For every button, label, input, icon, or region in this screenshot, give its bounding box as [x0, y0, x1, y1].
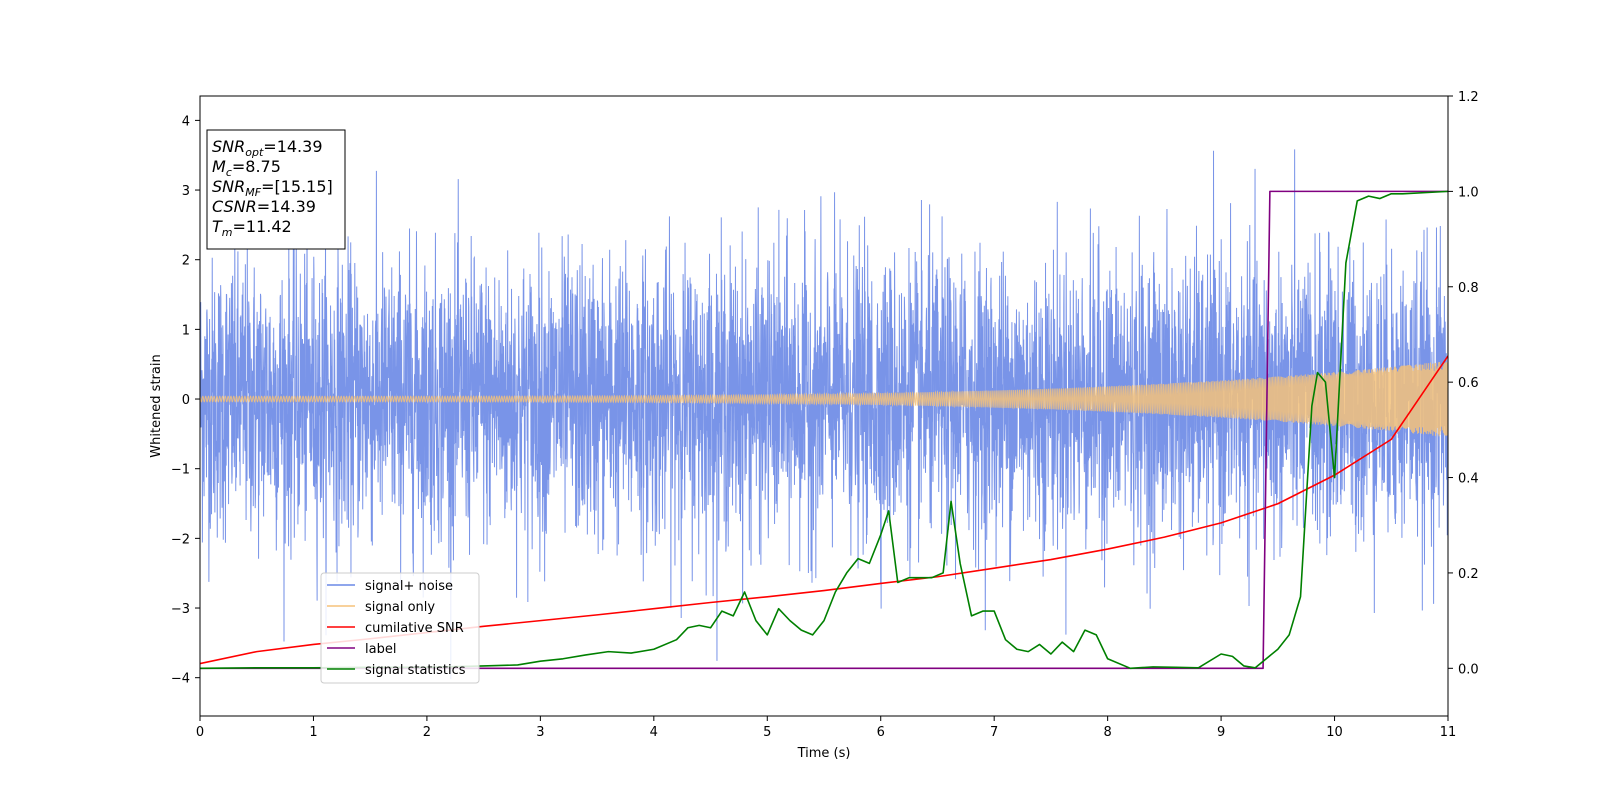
x-tick-label: 7 — [990, 725, 998, 740]
series-label — [200, 190, 1448, 670]
y-tick-label: 2 — [182, 254, 190, 269]
x-axis-label: Time (s) — [797, 746, 851, 761]
info-box-frame — [206, 129, 346, 250]
legend-label: signal+ noise — [365, 579, 453, 594]
plot-frame — [199, 95, 1449, 717]
x-tick-label: 11 — [1440, 725, 1457, 740]
legend-label: signal only — [365, 600, 435, 615]
y2-tick-label: 0.6 — [1458, 376, 1479, 391]
legend: signal+ noise signal only cumilative SNR la… — [320, 572, 480, 684]
y-tick-label: 0 — [182, 393, 190, 408]
info-line: Mc=8.75 — [212, 157, 281, 179]
x-tick-label: 6 — [877, 725, 885, 740]
x-axis: 0 1 2 3 4 5 6 7 8 9 10 11 — [196, 716, 1456, 740]
x-tick-label: 5 — [763, 725, 771, 740]
info-box: SNRopt=14.39Mc=8.75SNRMF=[15.15]CSNR=14.… — [206, 129, 346, 250]
y-tick-label: 3 — [182, 184, 190, 199]
y2-tick-label: 0.0 — [1458, 662, 1479, 677]
info-line: SNRMF=[15.15] — [212, 177, 333, 199]
legend-frame — [320, 572, 480, 684]
x-tick-label: 4 — [650, 725, 658, 740]
legend-label: cumilative SNR — [365, 621, 464, 636]
y2-tick-label: 0.8 — [1458, 281, 1479, 296]
x-tick-label: 0 — [196, 725, 204, 740]
y-axis-right: 0.0 0.2 0.4 0.6 0.8 1.0 1.2 — [1448, 90, 1479, 677]
y2-tick-label: 1.2 — [1458, 90, 1479, 105]
x-tick-label: 10 — [1326, 725, 1343, 740]
y2-tick-label: 0.4 — [1458, 472, 1479, 487]
y-axis-left: −4 −3 −2 −1 0 1 2 3 4 — [171, 114, 200, 687]
x-tick-label: 8 — [1103, 725, 1111, 740]
x-tick-label: 9 — [1217, 725, 1225, 740]
y2-tick-label: 1.0 — [1458, 185, 1479, 200]
y-tick-label: −3 — [171, 602, 190, 617]
info-line: CSNR=14.39 — [212, 197, 316, 216]
y-axis-label: Whitened strain — [149, 354, 164, 457]
info-line: Tm=11.42 — [212, 217, 292, 239]
y-tick-label: 4 — [182, 114, 190, 129]
legend-label: signal statistics — [365, 663, 466, 678]
x-tick-label: 1 — [309, 725, 317, 740]
series-signal-statistics — [200, 190, 1448, 670]
legend-label: label — [365, 642, 396, 657]
y-tick-label: −2 — [171, 532, 190, 547]
y-tick-label: −1 — [171, 463, 190, 478]
y2-tick-label: 0.2 — [1458, 567, 1479, 582]
y-tick-label: −4 — [171, 672, 190, 687]
x-tick-label: 2 — [423, 725, 431, 740]
info-line: SNRopt=14.39 — [212, 137, 323, 159]
x-tick-label: 3 — [536, 725, 544, 740]
series-signal-only — [200, 362, 1448, 437]
y-tick-label: 1 — [182, 323, 190, 338]
